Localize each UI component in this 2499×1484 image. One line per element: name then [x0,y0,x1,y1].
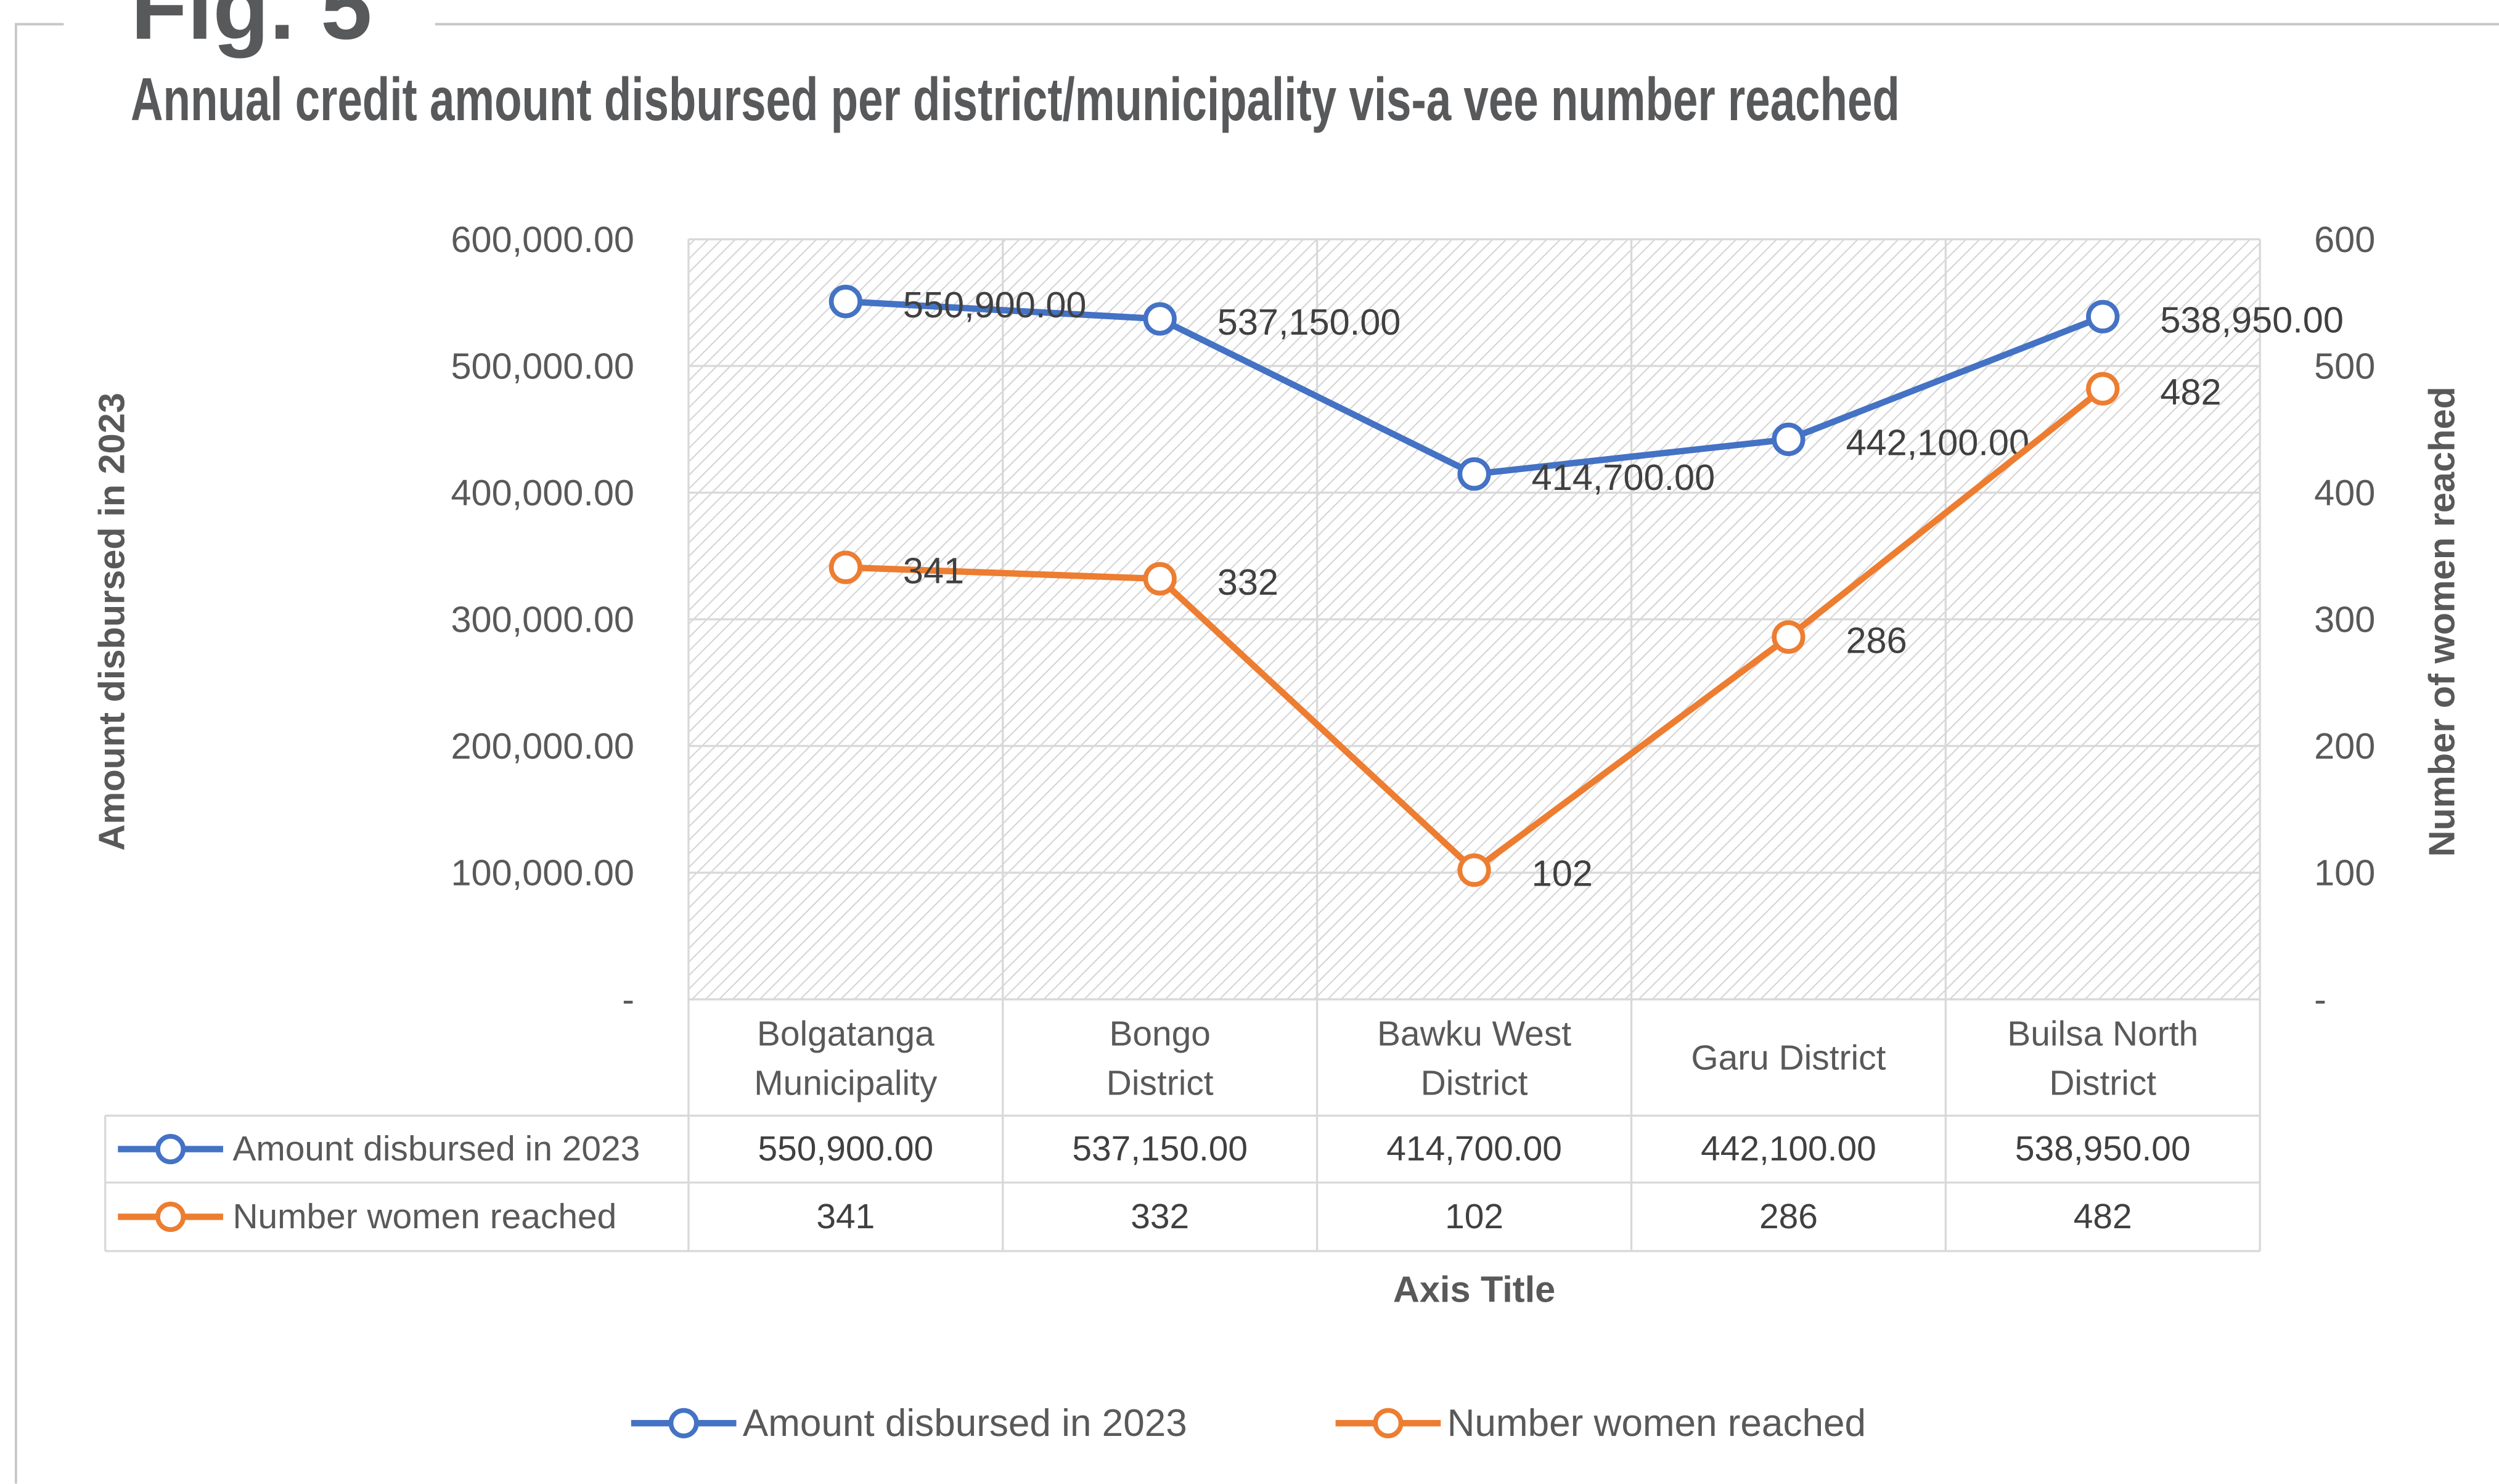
data-marker [1457,457,1491,491]
x-tick-label: Bongo District [1106,1013,1214,1103]
y-tick-label: - [622,979,634,1020]
table-series-name: Number women reached [232,1197,616,1236]
data-marker [2086,300,2120,333]
data-marker [1143,561,1177,596]
data-label: 550,900.00 [903,284,1087,325]
data-label: 286 [1846,619,1907,661]
legend-marker [1373,1408,1404,1438]
y2-tick-label: - [2314,979,2326,1020]
category-cell: Garu District [1691,1037,1886,1078]
y-tick-label: 500,000.00 [451,345,634,386]
x-tick-label: Garu District [1691,1037,1886,1078]
chart-title: Annual credit amount disbursed per distr… [131,65,1900,133]
legend-marker [155,1201,186,1233]
category-cell: Builsa North District [2007,1013,2199,1103]
y2-tick-label: 400 [2314,472,2375,513]
legend-label: Amount disbursed in 2023 [743,1402,1187,1445]
y-tick-label: 200,000.00 [451,725,634,767]
table-value: 537,150.00 [1072,1130,1248,1168]
data-marker [2086,372,2120,406]
frame [14,23,64,1484]
table-value: 341 [816,1197,875,1236]
data-marker [1772,422,1806,456]
data-label: 102 [1532,853,1593,894]
y-axis-label: Amount disbursed in 2023 [91,393,132,850]
y-tick-label: 400,000.00 [451,472,634,513]
table-value: 102 [1445,1197,1503,1236]
y2-axis-label: Number of women reached [2421,386,2462,857]
table-value: 414,700.00 [1386,1130,1562,1168]
table-value: 332 [1131,1197,1189,1236]
data-marker [1772,620,1806,654]
category-cell: Bongo District [1106,1013,1214,1103]
legend-marker [155,1134,186,1165]
y2-tick-label: 300 [2314,598,2375,640]
y2-tick-label: 500 [2314,345,2375,386]
data-label: 332 [1217,561,1278,603]
x-axis-label: Axis Title [1393,1269,1555,1310]
y2-tick-label: 600 [2314,219,2375,260]
data-marker [828,550,862,584]
table-value: 442,100.00 [1701,1130,1876,1168]
category-cell: Bawku West District [1376,1013,1572,1103]
figure-label: Fig. 5 [131,0,372,59]
data-label: 414,700.00 [1532,457,1716,498]
x-tick-label: Bolgatanga Municipality [754,1013,938,1103]
data-label: 442,100.00 [1846,422,2029,463]
y-tick-label: 600,000.00 [451,219,634,260]
data-label: 482 [2160,372,2221,413]
legend-marker [668,1408,699,1438]
category-cell: Bolgatanga Municipality [754,1013,938,1103]
data-marker [828,285,862,319]
y2-tick-label: 100 [2314,852,2375,894]
y-tick-label: 100,000.00 [451,852,634,894]
data-marker [1457,853,1491,887]
x-tick-label: Builsa North District [2007,1013,2199,1103]
table-series-name: Amount disbursed in 2023 [232,1130,640,1168]
data-label: 538,950.00 [2160,299,2344,340]
legend-label: Number women reached [1447,1402,1866,1445]
data-marker [1143,302,1177,336]
table-value: 482 [2074,1197,2132,1236]
table-value: 550,900.00 [758,1130,934,1168]
y2-tick-label: 200 [2314,725,2375,767]
table-value: 538,950.00 [2015,1130,2191,1168]
x-tick-label: Bawku West District [1376,1013,1572,1103]
y-tick-label: 300,000.00 [451,598,634,640]
data-label: 537,150.00 [1217,301,1401,343]
data-label: 341 [903,550,964,591]
table-value: 286 [1759,1197,1818,1236]
